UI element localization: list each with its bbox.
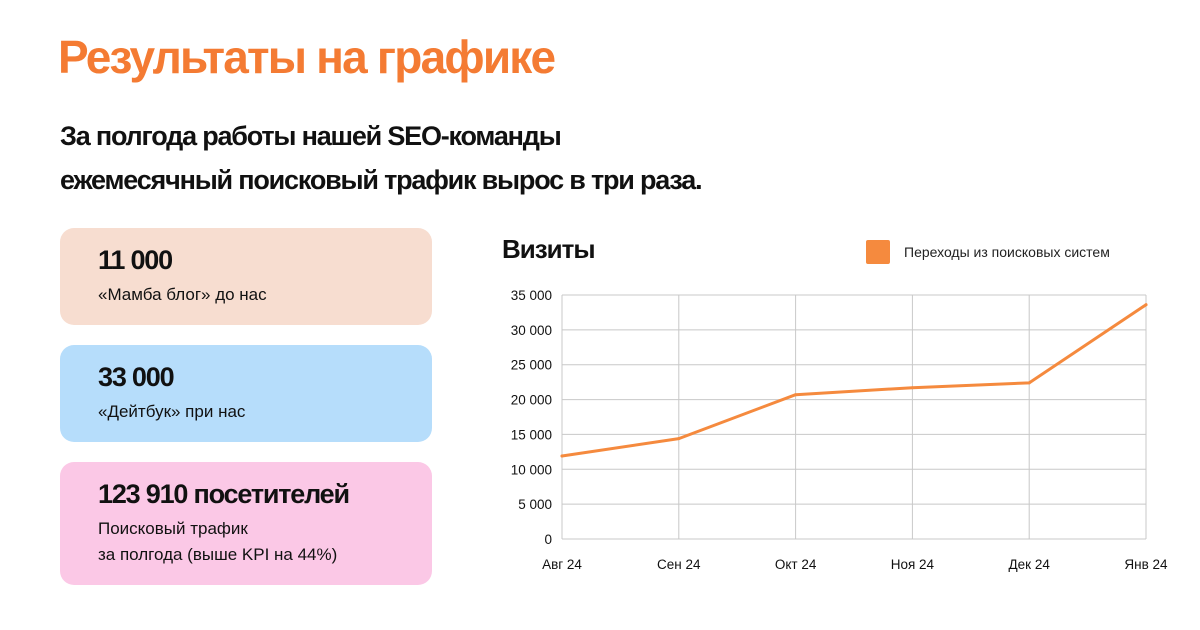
x-tick-label: Сен 24 [657, 557, 701, 572]
y-tick-label: 20 000 [511, 393, 552, 408]
data-point [560, 454, 564, 458]
x-tick-label: Окт 24 [775, 557, 817, 572]
y-tick-label: 25 000 [511, 358, 552, 373]
chart-legend: Переходы из поисковых систем [866, 240, 1110, 264]
stat-card-value: 33 000 [98, 362, 175, 392]
legend-label: Переходы из поисковых систем [904, 244, 1110, 260]
data-point [794, 393, 798, 397]
chart-title: Визиты [502, 234, 596, 264]
y-tick-label: 0 [544, 532, 552, 547]
stat-card-value: 11 000 [98, 245, 173, 275]
data-point [677, 437, 681, 441]
subtitle-line-1: За полгода работы нашей SEO-команды [60, 121, 562, 151]
x-tick-label: Авг 24 [542, 557, 582, 572]
data-point [1027, 381, 1031, 385]
x-tick-label: Дек 24 [1009, 557, 1051, 572]
stat-card-description: Поисковый трафик за полгода (выше KPI на… [98, 519, 338, 564]
legend-swatch [866, 240, 890, 264]
stat-card-value: 123 910 посетителей [98, 479, 350, 509]
data-point [1144, 303, 1148, 307]
x-tick-label: Янв 24 [1124, 557, 1168, 572]
y-tick-label: 5 000 [518, 497, 552, 512]
stat-card-mamba: 11 000 «Мамба блог» до нас [60, 228, 432, 325]
page-title: Результаты на графике [58, 31, 556, 83]
y-tick-label: 35 000 [511, 288, 552, 303]
data-point [910, 386, 914, 390]
stat-card-description: «Дейтбук» при нас [98, 402, 246, 421]
series-line [560, 303, 1148, 458]
x-tick-label: Ноя 24 [891, 557, 935, 572]
stat-card-description: «Мамба блог» до нас [98, 285, 267, 304]
stat-card-visitors: 123 910 посетителей Поисковый трафик за … [60, 462, 432, 585]
y-tick-label: 10 000 [511, 462, 552, 477]
subtitle-line-2: ежемесячный поисковый трафик вырос в три… [60, 165, 703, 195]
y-tick-label: 15 000 [511, 427, 552, 442]
page-subtitle: За полгода работы нашей SEO-команды ежем… [60, 114, 760, 202]
stat-card-datebook: 33 000 «Дейтбук» при нас [60, 345, 432, 442]
y-tick-label: 30 000 [511, 323, 552, 338]
